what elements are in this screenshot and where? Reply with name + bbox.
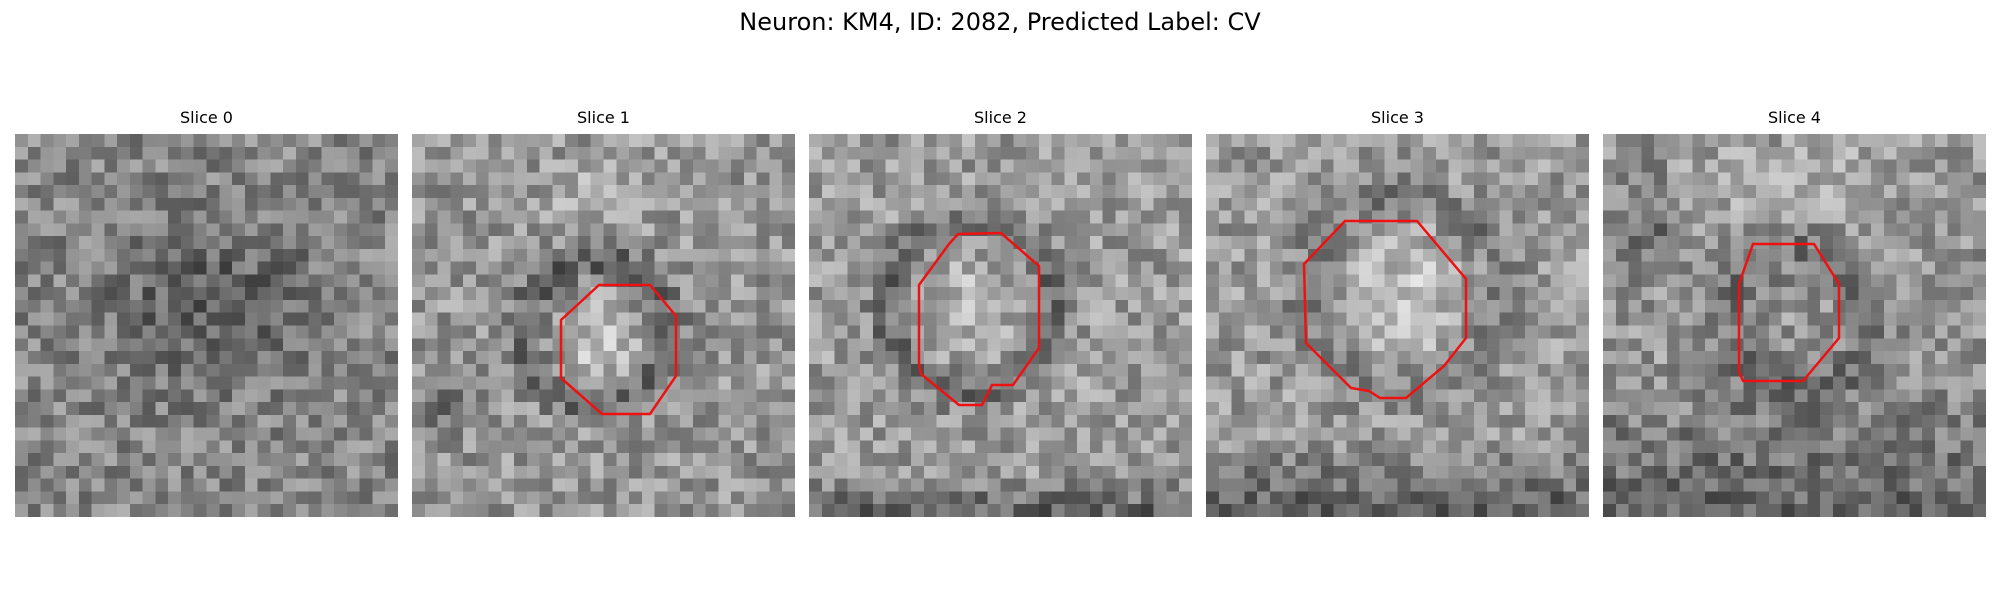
slice-title: Slice 0 <box>180 108 233 127</box>
contour-overlay <box>917 231 1041 407</box>
slice-image <box>15 134 398 517</box>
grayscale-patch <box>1603 134 1986 517</box>
slice-image <box>1206 134 1589 517</box>
slice-title: Slice 3 <box>1371 108 1424 127</box>
slice-image <box>809 134 1192 517</box>
slice-title: Slice 2 <box>974 108 1027 127</box>
contour-polygon <box>559 283 678 416</box>
grayscale-patch <box>412 134 795 517</box>
contour-polygon <box>1737 242 1841 383</box>
contour-polygon <box>1302 219 1468 400</box>
slice-image <box>412 134 795 517</box>
slice-title: Slice 1 <box>577 108 630 127</box>
slice-image <box>1603 134 1986 517</box>
slice-title: Slice 4 <box>1768 108 1821 127</box>
contour-overlay <box>1737 242 1841 383</box>
figure-title: Neuron: KM4, ID: 2082, Predicted Label: … <box>739 8 1261 36</box>
grayscale-patch <box>809 134 1192 517</box>
contour-overlay <box>1302 219 1468 400</box>
grayscale-patch <box>1206 134 1589 517</box>
grayscale-patch <box>15 134 398 517</box>
contour-overlay <box>559 283 678 416</box>
contour-polygon <box>917 231 1041 407</box>
